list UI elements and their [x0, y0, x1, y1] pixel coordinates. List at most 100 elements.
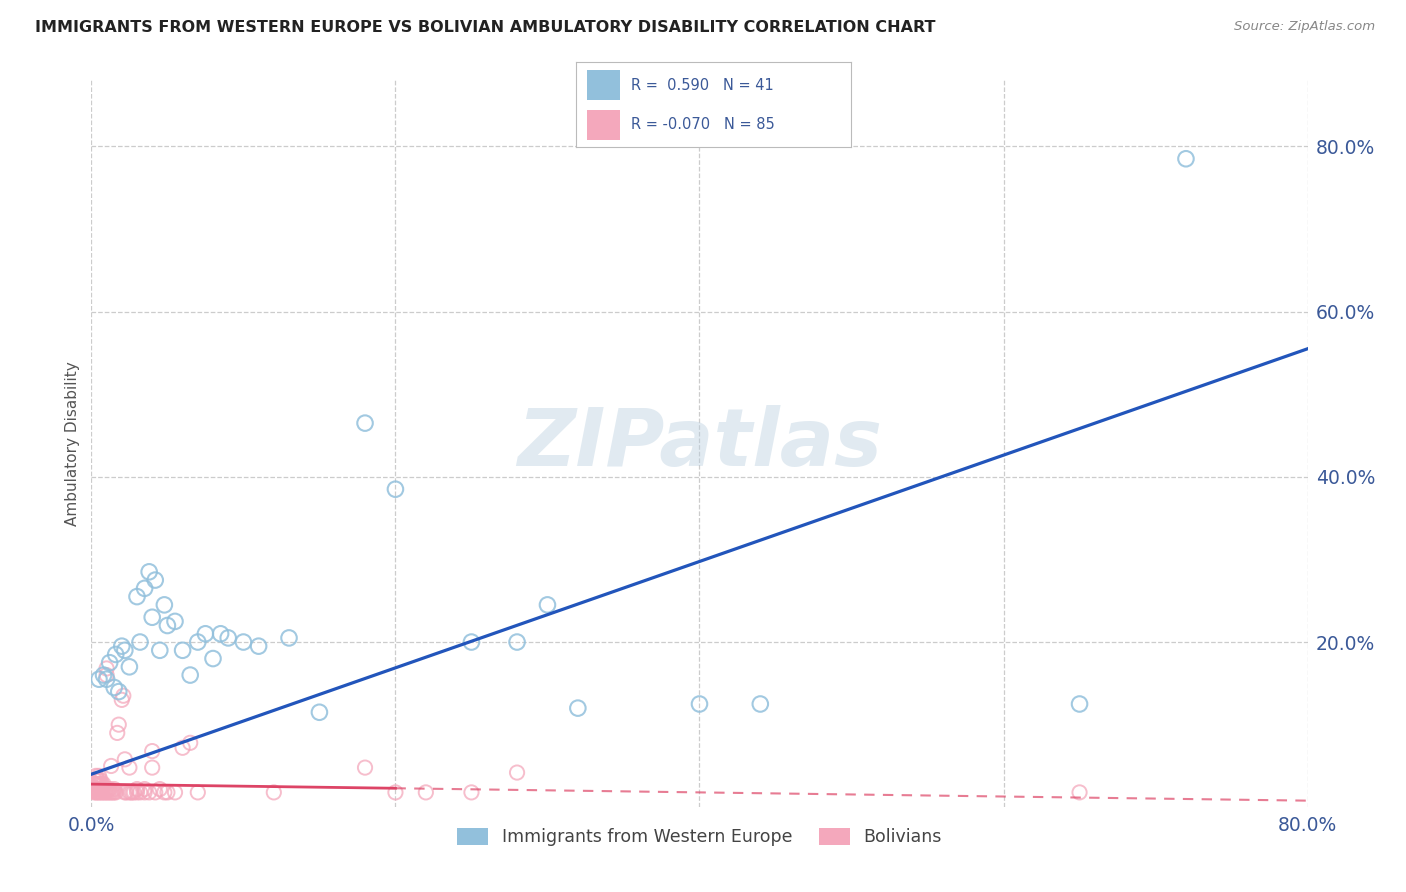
Point [84, 777, 107, 791]
Point [354, 761, 377, 775]
Point [121, 785, 143, 799]
Point [87, 785, 110, 799]
Point [134, 782, 156, 797]
Point [163, 785, 186, 799]
Point [91, 782, 114, 797]
Point [93, 782, 115, 797]
Point [153, 598, 176, 612]
Point [118, 660, 141, 674]
Point [107, 684, 129, 698]
Point [536, 598, 558, 612]
Point [129, 785, 152, 799]
Point [87, 769, 110, 783]
Point [209, 627, 232, 641]
Point [87, 772, 110, 787]
Point [97, 782, 120, 797]
Point [86, 777, 108, 791]
Point [96, 661, 118, 675]
Point [100, 759, 122, 773]
Point [82, 783, 104, 797]
Point [83, 777, 105, 791]
Point [749, 697, 772, 711]
Point [384, 482, 406, 496]
Point [103, 785, 125, 799]
Point [84, 772, 107, 787]
Point [87, 782, 110, 797]
Point [96, 668, 118, 682]
Point [138, 785, 160, 799]
Point [107, 717, 129, 731]
Point [187, 635, 209, 649]
Point [111, 693, 134, 707]
Point [89, 785, 111, 799]
Point [122, 785, 145, 799]
Point [80, 783, 103, 797]
Point [141, 610, 163, 624]
Point [232, 635, 254, 649]
Point [112, 689, 135, 703]
Point [96, 672, 118, 686]
Point [111, 639, 134, 653]
Point [179, 668, 201, 682]
Text: R = -0.070   N = 85: R = -0.070 N = 85 [631, 117, 775, 132]
Point [91, 785, 114, 799]
Point [460, 635, 482, 649]
Point [134, 582, 156, 596]
Point [187, 785, 209, 799]
Point [86, 782, 108, 797]
Text: IMMIGRANTS FROM WESTERN EUROPE VS BOLIVIAN AMBULATORY DISABILITY CORRELATION CHA: IMMIGRANTS FROM WESTERN EUROPE VS BOLIVI… [35, 20, 935, 35]
Point [114, 785, 136, 799]
FancyBboxPatch shape [588, 70, 620, 100]
Point [94, 785, 117, 799]
Point [1069, 697, 1091, 711]
Point [141, 761, 163, 775]
Point [156, 618, 179, 632]
Text: ZIPatlas: ZIPatlas [517, 405, 882, 483]
Point [506, 635, 529, 649]
Point [308, 705, 330, 719]
Point [688, 697, 710, 711]
Point [82, 775, 104, 789]
Point [87, 672, 110, 686]
Point [98, 782, 121, 797]
Text: R =  0.590   N = 41: R = 0.590 N = 41 [631, 78, 775, 93]
Y-axis label: Ambulatory Disability: Ambulatory Disability [65, 361, 80, 526]
Point [86, 772, 108, 787]
Point [86, 785, 108, 799]
Point [89, 777, 111, 791]
Point [149, 782, 172, 797]
Point [415, 785, 437, 799]
Legend: Immigrants from Western Europe, Bolivians: Immigrants from Western Europe, Bolivian… [450, 821, 949, 853]
Point [354, 416, 377, 430]
Point [143, 573, 166, 587]
Point [114, 752, 136, 766]
Point [118, 785, 141, 799]
Point [101, 785, 124, 799]
Point [89, 772, 111, 787]
Point [156, 785, 179, 799]
Point [278, 631, 301, 645]
Point [163, 615, 186, 629]
Point [84, 782, 107, 797]
Point [125, 785, 148, 799]
Point [84, 769, 107, 783]
Point [217, 631, 239, 645]
Point [120, 785, 142, 799]
Point [1174, 152, 1197, 166]
Point [172, 740, 194, 755]
Point [98, 656, 121, 670]
Point [115, 785, 138, 799]
Point [1069, 785, 1091, 799]
Point [87, 777, 110, 791]
Point [125, 590, 148, 604]
Point [104, 785, 127, 799]
FancyBboxPatch shape [588, 110, 620, 139]
Point [506, 765, 529, 780]
Point [93, 777, 115, 791]
Point [98, 785, 121, 799]
Point [93, 668, 115, 682]
Point [202, 651, 225, 665]
Point [94, 782, 117, 797]
Point [103, 681, 125, 695]
Point [103, 782, 125, 797]
